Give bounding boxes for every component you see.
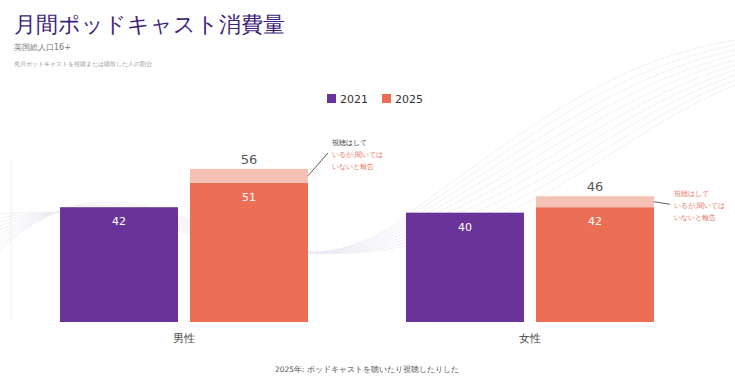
callout-line [308, 153, 328, 176]
title: 月間ポッドキャスト消費量 [14, 12, 285, 37]
bar [536, 207, 654, 322]
callout-line [654, 202, 670, 205]
annotation-line: いないと報告 [332, 163, 374, 171]
annotation-line: いるが,聞いては [332, 151, 383, 159]
total-label: 56 [241, 152, 258, 167]
annotation: 視聴はしているが,聞いてはいないと報告 [674, 190, 725, 222]
chart: 月間ポッドキャスト消費量英国総人口16+ 先月ポッドキャストを視聴または聴取した人… [0, 0, 735, 385]
y-axis-line [11, 158, 12, 322]
x-tick-label: 女性 [519, 332, 541, 345]
data-label: 42 [112, 215, 126, 228]
annotation: 視聴はしているが,聞いてはいないと報告 [332, 139, 383, 171]
note: 先月ポッドキャストを視聴または聴取した人の割合 [14, 60, 152, 67]
bar-segment [190, 169, 308, 183]
labels: 425156視聴はしているが,聞いてはいないと報告404246視聴はしているが,… [112, 139, 725, 234]
bars [60, 169, 654, 322]
legend: 2021 2025 [327, 93, 423, 106]
bar [406, 213, 524, 322]
footnote: 2025年: ポッドキャストを聴いたり視聴したりした [275, 365, 459, 374]
legend-label: 2025 [395, 93, 423, 106]
annotation-line: いないと報告 [674, 214, 716, 222]
x-tick-label: 男性 [173, 332, 195, 345]
legend-label: 2021 [340, 93, 368, 106]
total-label: 46 [587, 179, 604, 194]
subtitle: 英国総人口16+ [14, 43, 71, 52]
data-label: 42 [588, 215, 602, 228]
annotation-line: いるが,聞いては [674, 202, 725, 210]
legend-swatch [382, 94, 391, 103]
data-label: 51 [242, 191, 256, 204]
bar [190, 183, 308, 322]
legend-swatch [327, 94, 336, 103]
bar [60, 207, 178, 322]
bar-segment [536, 196, 654, 207]
annotation-line: 視聴はして [674, 190, 709, 198]
data-label: 40 [458, 221, 472, 234]
annotation-line: 視聴はして [332, 139, 367, 147]
